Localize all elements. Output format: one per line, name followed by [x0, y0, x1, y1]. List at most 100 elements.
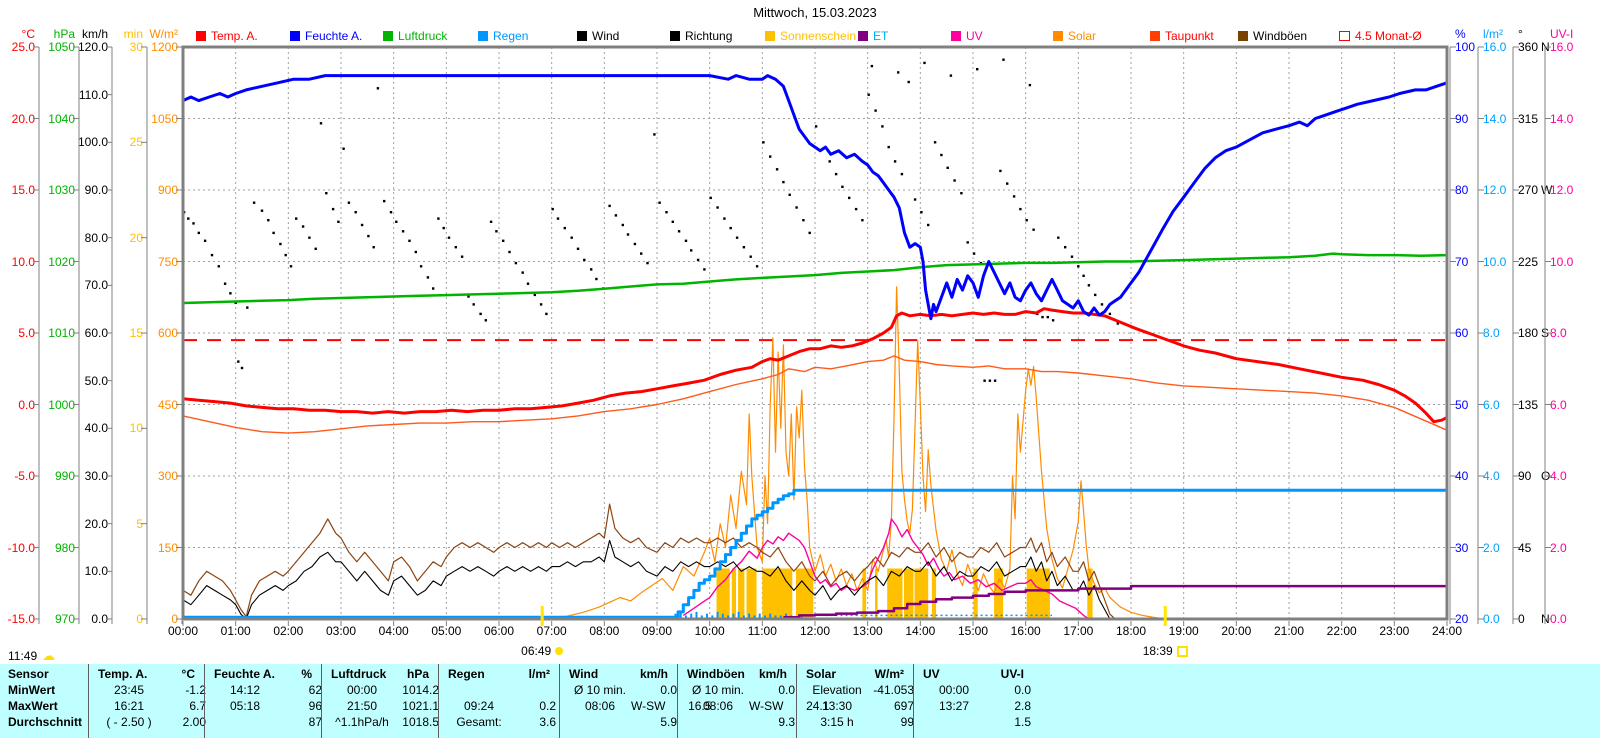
series-richtung: [769, 155, 772, 158]
table-cell-value: 0.2: [539, 699, 556, 713]
series-richtung: [1082, 274, 1085, 277]
sunset-label: 18:39: [1133, 644, 1197, 658]
axis-tick-label: 1040: [48, 111, 75, 126]
table-row-label: Sensor: [0, 667, 88, 683]
series-temp: [182, 307, 1448, 424]
series-richtung: [870, 64, 874, 68]
series-richtung: [484, 319, 487, 322]
series-richtung: [946, 166, 949, 169]
table-row-labels: Sensor MinWert MaxWert Durchschnitt: [0, 664, 88, 738]
series-richtung: [1046, 315, 1049, 319]
legend-label: UV: [966, 29, 983, 43]
series-richtung: [1028, 83, 1032, 87]
table-col-header: Luftdruck hPa: [322, 667, 438, 683]
legend-label: Wind: [592, 29, 620, 43]
axis-tick-label: 45: [1518, 542, 1562, 554]
series-richtung: [203, 239, 207, 242]
table-cell-avg: ( - 2.50 ) 2.00: [89, 715, 206, 731]
legend-item-4-5-monat-: 4.5 Monat-Ø: [1339, 29, 1422, 43]
series-richtung: [684, 239, 688, 242]
table-cell-value: W-SW: [749, 699, 784, 713]
axis-tick-label: 90: [1455, 111, 1469, 126]
table-cell-value: Ø 10 min.: [691, 683, 745, 697]
sensor-name: Regen: [448, 667, 485, 681]
x-label-15-00: 15:00: [957, 624, 989, 638]
series-richtung: [442, 226, 445, 230]
sensor-name: Wind: [569, 667, 599, 681]
series-richtung: [762, 141, 765, 144]
table-cell-value: 5.9: [660, 715, 677, 729]
legend-swatch: [670, 31, 680, 41]
axis-tick-label: 16.0: [1550, 40, 1574, 54]
axis-tick-label: 1200: [151, 40, 178, 54]
x-label-13-00: 13:00: [852, 624, 883, 638]
table-cell-max: 09:24 0.2: [439, 699, 559, 715]
legend-item-et: ET: [858, 29, 888, 43]
series-sonnenschein: [931, 568, 937, 619]
legend-item-feuchte-a-: Feuchte A.: [290, 29, 362, 43]
axis-tick-label: 60: [1455, 326, 1469, 340]
axis-tick-label: 10.0: [1550, 254, 1574, 269]
series-richtung: [223, 282, 227, 285]
day-length: 11:49 ☁: [8, 648, 55, 664]
table-cell-avg: Gesamt: 3.6: [439, 715, 559, 731]
series-richtung: [354, 211, 357, 214]
series-richtung: [755, 265, 759, 268]
series-richtung: [426, 276, 430, 279]
series-richtung: [814, 125, 818, 128]
series-richtung: [841, 185, 844, 188]
series-richtung: [246, 306, 249, 309]
series-richtung: [1041, 315, 1044, 319]
axis-tick-label: 20: [1455, 612, 1469, 626]
series-sonnenschein: [731, 568, 736, 619]
axis-tick-label: 1020: [48, 254, 75, 269]
series-richtung: [279, 242, 282, 246]
table-cell-min: Ø 10 min. 0.0: [678, 683, 796, 699]
sensor-unit: UV-I: [1000, 667, 1024, 681]
day-length-value: 11:49: [8, 649, 38, 663]
axis-tick-label: 14.0: [1550, 111, 1574, 126]
series-richtung: [1094, 293, 1097, 297]
table-cell-value: ( - 2.50 ): [106, 715, 152, 729]
sensor-name: Temp. A.: [98, 667, 148, 681]
table-cell-max: 13:30 697: [797, 699, 914, 715]
table-col-luftdruck: Luftdruck hPa 00:00 1014.2 21:50 1021.1 ^1.1hP…: [321, 664, 439, 738]
table-col-feuchte-a-: Feuchte A.% 14:12 62 05:18 96 87: [204, 664, 322, 738]
axis-tick-label: 6.0: [1483, 397, 1500, 412]
axis-tick-label: 100.0: [77, 135, 108, 150]
series-richtung: [1064, 246, 1067, 249]
table-cell-value: 21:50: [346, 699, 378, 713]
x-label-04-00: 04:00: [378, 624, 409, 638]
legend-swatch: [951, 31, 961, 41]
series-richtung: [913, 198, 917, 201]
series-richtung: [709, 196, 712, 200]
series-richtung: [671, 220, 674, 223]
series-feuchte: [182, 74, 1448, 321]
legend-label: Regen: [493, 29, 529, 43]
series-richtung: [556, 217, 560, 220]
series-richtung: [460, 255, 464, 258]
series-richtung: [900, 172, 904, 176]
series-richtung: [988, 379, 992, 382]
series-richtung: [472, 303, 475, 306]
series-solar: [551, 286, 1166, 620]
series-richtung: [187, 217, 190, 220]
series-richtung: [1032, 228, 1035, 231]
legend-swatch: [1150, 31, 1160, 41]
table-cell-value: 13:27: [938, 699, 970, 713]
table-cell-value: 9.3: [778, 715, 795, 729]
series-richtung: [854, 207, 858, 211]
cloud-icon: ☁: [42, 648, 56, 663]
axis-tick-label: -10.0: [7, 540, 35, 555]
series-sonnenschein: [762, 568, 793, 619]
table-cell-avg: 1.5: [914, 715, 1033, 731]
series-richtung: [881, 125, 884, 128]
series-richtung: [467, 295, 470, 298]
series-richtung: [940, 153, 943, 157]
series-et: [783, 584, 1447, 619]
table-cell-value: 23:45: [113, 683, 145, 697]
sensor-unit: hPa: [406, 667, 429, 681]
series-richtung: [782, 180, 785, 184]
series-sonnenschein: [716, 568, 730, 619]
